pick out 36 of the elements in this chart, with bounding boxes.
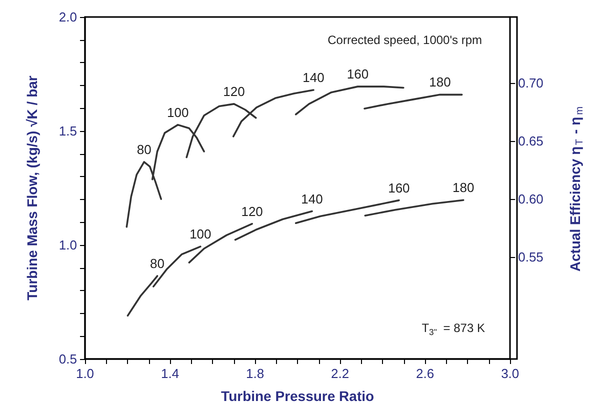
x-tick-label: 2.6 xyxy=(416,366,434,381)
y-tick-label: 2.0 xyxy=(58,10,77,24)
x-tick-label: 1.4 xyxy=(160,366,180,381)
series-label: 140 xyxy=(302,70,324,86)
series-label: 180 xyxy=(429,74,451,90)
x-tick-label: 2.2 xyxy=(331,366,350,381)
x-tick-label: 3.0 xyxy=(501,366,520,381)
series-label: 80 xyxy=(136,142,152,157)
line-series xyxy=(294,86,404,116)
y2-tick-label: 0.55 xyxy=(518,249,544,264)
line-series xyxy=(188,222,253,264)
series-label: 100 xyxy=(167,104,189,120)
line-series xyxy=(364,94,463,110)
series-label: 140 xyxy=(301,191,323,206)
annotation: Corrected speed, 1000's rpm xyxy=(328,33,482,47)
y-axis-title: Turbine Mass Flow, (kg/s) √K / bar xyxy=(24,75,40,300)
x-tick-label: 1.0 xyxy=(76,366,94,381)
y-tick-label: 1.0 xyxy=(58,238,77,252)
series-label: 100 xyxy=(190,226,212,242)
x-tick-label: 1.8 xyxy=(246,366,264,381)
series-label: 160 xyxy=(346,66,369,82)
series-label: 180 xyxy=(452,180,474,196)
x-axis-title: Turbine Pressure Ratio xyxy=(221,388,374,404)
series-label: 120 xyxy=(223,84,245,99)
y2-tick-label: 0.60 xyxy=(518,192,544,207)
y-tick-label: 0.5 xyxy=(58,352,77,366)
series-label: 80 xyxy=(150,256,164,272)
y-tick-label: 1.5 xyxy=(58,124,77,138)
series-label: 160 xyxy=(388,180,410,196)
line-series xyxy=(364,199,464,216)
line-series xyxy=(126,275,158,317)
line-series xyxy=(152,246,202,288)
y2-axis-title: Actual Efficiency ηT - ηm xyxy=(567,106,586,272)
series-label: 120 xyxy=(241,204,263,219)
y2-tick-label: 0.65 xyxy=(518,134,544,149)
y2-tick-label: 0.70 xyxy=(518,76,544,91)
